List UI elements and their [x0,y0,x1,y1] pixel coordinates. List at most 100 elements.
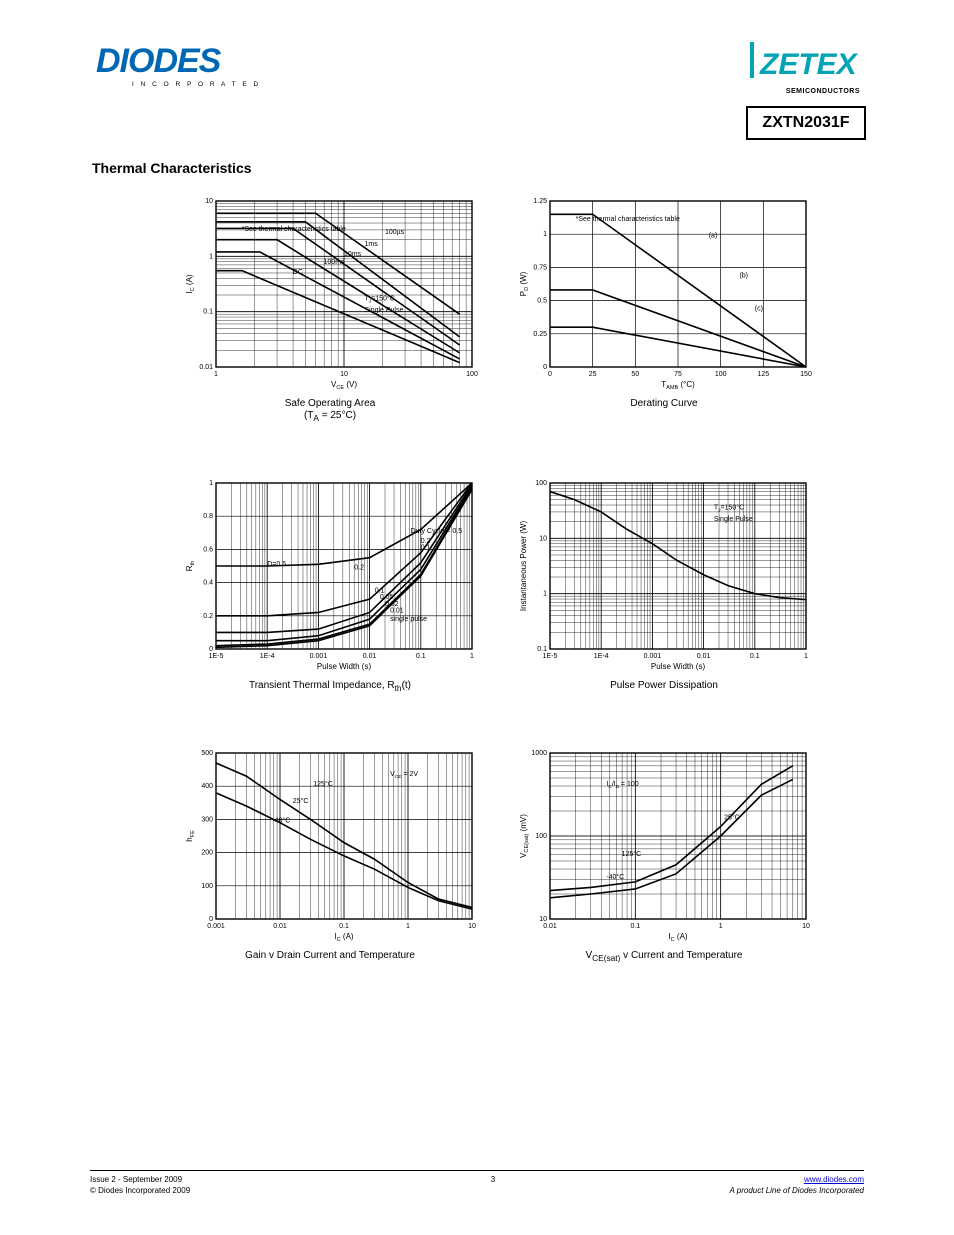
chart-thermal-impedance: 1E-51E-40.0010.010.1100.20.40.60.81Pulse… [182,477,478,693]
svg-text:0: 0 [209,916,213,923]
svg-text:100: 100 [535,480,547,487]
svg-text:0.1: 0.1 [421,544,431,551]
svg-text:1E-4: 1E-4 [594,653,609,660]
svg-text:-40°C: -40°C [272,817,290,825]
svg-text:25°C: 25°C [293,797,309,805]
svg-text:1: 1 [406,923,410,930]
diodes-logo: DIODES I N C O R P O R A T E D [96,38,266,97]
svg-text:IC/IB = 100: IC/IB = 100 [606,781,638,790]
svg-text:0.1: 0.1 [203,309,213,316]
charts-grid: 1101000.010.1110VCE (V)IC (A)DC100ms10ms… [182,195,832,963]
svg-text:1: 1 [470,653,474,660]
svg-text:100: 100 [466,371,478,378]
svg-text:0: 0 [543,364,547,371]
svg-text:10: 10 [802,923,810,930]
svg-text:1E-5: 1E-5 [543,653,558,660]
svg-text:0.1: 0.1 [339,923,349,930]
svg-text:IC (A): IC (A) [668,932,688,941]
svg-text:10: 10 [539,916,547,923]
chart-caption: Safe Operating Area(TA = 25°C) [182,398,478,423]
svg-text:0.001: 0.001 [644,653,662,660]
svg-text:1000: 1000 [531,750,547,757]
svg-text:Single Pulse: Single Pulse [364,307,403,314]
svg-text:hFE: hFE [185,830,196,842]
svg-text:0.01: 0.01 [390,607,404,614]
svg-text:1E-4: 1E-4 [260,653,275,660]
svg-text:(b): (b) [739,272,748,279]
svg-text:1: 1 [543,591,547,598]
svg-text:0: 0 [209,646,213,653]
svg-text:IC (A): IC (A) [334,932,354,941]
svg-text:1: 1 [209,480,213,487]
svg-text:10: 10 [468,923,476,930]
svg-text:0: 0 [548,371,552,378]
svg-text:single pulse: single pulse [390,616,427,623]
svg-text:100: 100 [535,833,547,840]
svg-text:Duty Cycle = 0.5: Duty Cycle = 0.5 [411,528,463,535]
svg-text:1: 1 [543,231,547,238]
svg-text:100µs: 100µs [385,229,405,236]
svg-text:25°C: 25°C [724,813,740,821]
svg-text:*See thermal characteristics t: *See thermal characteristics table [576,216,680,223]
svg-text:1: 1 [214,371,218,378]
svg-text:0.001: 0.001 [207,923,225,930]
svg-text:TAMB (°C): TAMB (°C) [661,380,695,389]
svg-text:0.1: 0.1 [537,646,547,653]
svg-text:25: 25 [589,371,597,378]
chart-vcesat: 0.01 0.1 1 10 10 100 1000 IC (A) VCE(sat) (mV) 12… [516,747,812,963]
svg-text:VCE = 2V: VCE = 2V [390,771,418,780]
chart-caption: Pulse Power Dissipation [516,680,812,692]
chart-caption: Derating Curve [516,398,812,410]
svg-text:ZETEX: ZETEX [759,48,859,81]
svg-text:0.2: 0.2 [354,564,364,571]
footer-subsidiary: A product Line of Diodes Incorporated [730,1186,864,1195]
svg-text:0.01: 0.01 [543,923,557,930]
svg-text:500: 500 [201,750,213,757]
svg-text:DC: DC [293,269,303,276]
svg-text:Pulse Width (s): Pulse Width (s) [317,662,372,671]
svg-text:Rth: Rth [185,561,196,571]
svg-text:100ms: 100ms [324,259,346,266]
svg-text:VCE(sat) (mV): VCE(sat) (mV) [519,814,530,858]
svg-text:75: 75 [674,371,682,378]
svg-text:Pulse Width (s): Pulse Width (s) [651,662,706,671]
svg-text:100: 100 [201,883,213,890]
svg-text:1: 1 [804,653,808,660]
svg-text:D=0.5: D=0.5 [267,561,286,568]
svg-text:1: 1 [209,253,213,260]
svg-text:0.01: 0.01 [363,653,377,660]
svg-text:DIODES: DIODES [96,42,222,80]
svg-text:0.5: 0.5 [537,298,547,305]
svg-text:PD (W): PD (W) [519,271,530,296]
svg-text:(a): (a) [709,233,718,240]
svg-text:1: 1 [719,923,723,930]
svg-text:0.6: 0.6 [203,546,213,553]
chart-pulse-power: 1E-51E-40.0010.010.110.1110100Pulse Widt… [516,477,812,693]
svg-text:50: 50 [631,371,639,378]
footer-page: 3 [491,1175,495,1184]
section-title: Thermal Characteristics [92,160,252,176]
svg-text:Single Pulse: Single Pulse [714,516,753,523]
svg-text:(c): (c) [755,306,763,313]
chart-caption: Transient Thermal Impedance, Rth(t) [182,680,478,693]
svg-text:1E-5: 1E-5 [209,653,224,660]
svg-text:400: 400 [201,783,213,790]
svg-text:300: 300 [201,816,213,823]
zetex-logo: ZETEX [750,38,860,87]
svg-text:0.1: 0.1 [630,923,640,930]
chart-gain: 0.0010.010.11100100200300400500IC (A)hFE… [182,747,478,963]
svg-text:IC (A): IC (A) [185,274,196,294]
svg-text:0.2: 0.2 [203,613,213,620]
part-number-box: ZXTN2031F [746,106,866,140]
svg-text:100: 100 [715,371,727,378]
svg-text:0.001: 0.001 [310,653,328,660]
svg-text:1ms: 1ms [364,241,378,248]
svg-text:150: 150 [800,371,812,378]
svg-text:0.01: 0.01 [273,923,287,930]
svg-text:-40°C: -40°C [606,873,624,881]
footer-issue: Issue 2 - September 2009 [90,1175,182,1184]
svg-text:0.4: 0.4 [203,580,213,587]
svg-text:125°C: 125°C [622,850,642,858]
svg-text:0.1: 0.1 [416,653,426,660]
footer-site-link[interactable]: www.diodes.com [804,1175,864,1184]
